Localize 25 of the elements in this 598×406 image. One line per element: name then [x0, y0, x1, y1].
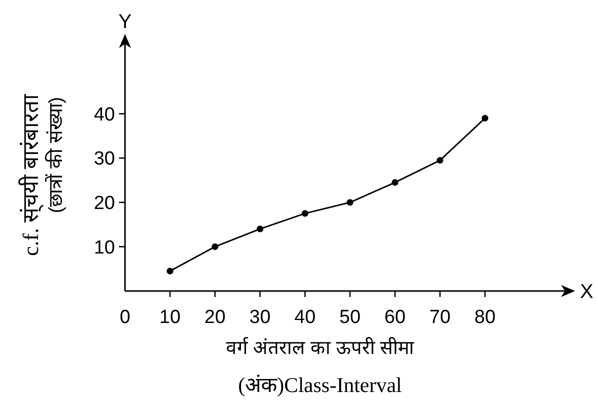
x-tick-label: 50 — [339, 307, 361, 328]
point — [392, 179, 398, 186]
y-tick-label: 30 — [94, 148, 115, 170]
x-axis-title: वर्ग अंतराल का ऊपरी सीमा (अंक)Class-Interval — [226, 336, 416, 397]
x-tick-label: 0 — [120, 307, 130, 328]
x-tick-label: 60 — [384, 307, 406, 328]
y-tick-label: 20 — [94, 193, 115, 214]
y-axis-title: c.f. स्ंचयी बारंबारता (छात्रों की संख्या) — [18, 94, 67, 256]
text: X — [580, 281, 594, 303]
x-tick-label: 70 — [429, 307, 451, 328]
point — [482, 114, 488, 122]
point — [166, 268, 174, 274]
point — [256, 226, 264, 232]
x-tick-label: 40 — [294, 307, 316, 328]
point — [346, 199, 354, 206]
x-tick-label: 10 — [159, 307, 181, 328]
point — [436, 156, 444, 164]
point — [302, 210, 308, 217]
x-tick-label: 80 — [474, 307, 496, 328]
point — [212, 243, 218, 250]
text: Y — [118, 11, 132, 33]
x-tick-label: 30 — [249, 307, 271, 328]
y-tick-label: 10 — [94, 237, 115, 258]
y-tick-label: 40 — [94, 104, 115, 126]
x-tick-label: 20 — [204, 307, 226, 328]
